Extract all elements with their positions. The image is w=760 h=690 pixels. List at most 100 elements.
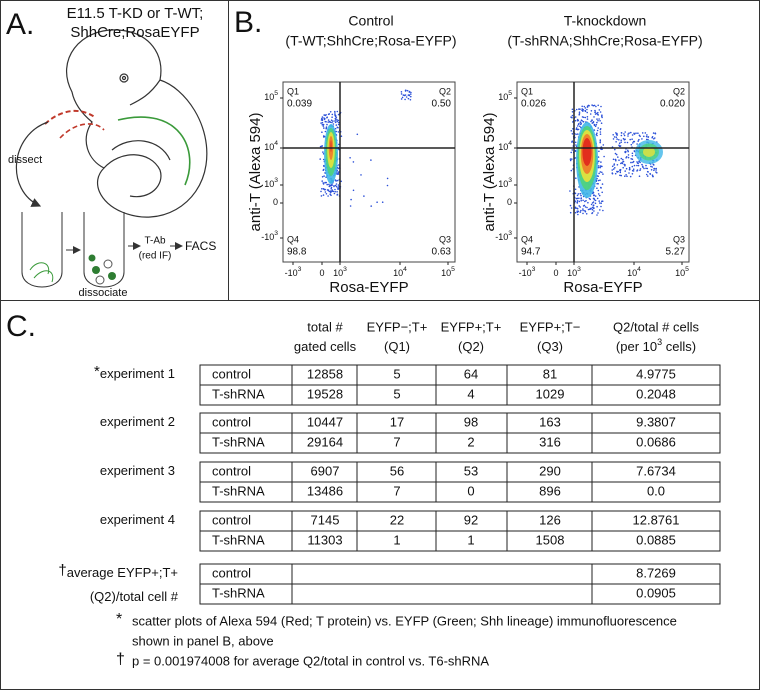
experiment-name: experiment 3 (100, 463, 175, 478)
density-dot (409, 98, 412, 101)
density-dot (625, 150, 627, 153)
table-cell: 12858 (307, 366, 343, 381)
table-cell: 56 (390, 463, 404, 478)
density-dot (644, 132, 647, 134)
x-tick-label: 104 (393, 266, 407, 279)
density-dot (337, 173, 340, 175)
y-axis-label: anti-T (Alexa 594) (481, 113, 498, 232)
density-dot (578, 205, 580, 207)
quadrant-value: 98.8 (287, 247, 307, 258)
density-dot (627, 135, 629, 137)
density-dot (582, 205, 585, 207)
row-group: T-shRNA (212, 483, 265, 498)
density-dot (336, 179, 339, 182)
density-dot (326, 123, 328, 126)
density-dot (646, 167, 649, 170)
experiment-label: experiment 2 (100, 414, 175, 429)
density-dot (569, 159, 572, 162)
footnote-text: p = 0.001974008 for average Q2/total in … (132, 653, 489, 668)
density-dot (576, 211, 579, 214)
density-dot (349, 205, 352, 207)
density-dot (621, 161, 623, 164)
density-dot (336, 194, 339, 196)
table-cell: 0.2048 (636, 386, 676, 401)
density-dot (641, 138, 643, 140)
density-dot (632, 161, 634, 164)
density-dot (586, 108, 588, 111)
density-dot (350, 198, 352, 201)
table-cell: 98 (464, 414, 478, 429)
footnote-marker: * (94, 363, 100, 380)
table-cell: 92 (464, 512, 478, 527)
quadrant-value: 94.7 (521, 247, 541, 258)
table-cell: 29164 (307, 434, 343, 449)
density-dot (602, 144, 605, 146)
density-dot (335, 180, 337, 182)
density-dot (328, 113, 331, 115)
quadrant-value: 0.020 (660, 99, 685, 110)
density-dot (646, 175, 649, 177)
density-dot (631, 169, 634, 172)
density-dot (574, 141, 577, 144)
density-dot (330, 187, 333, 190)
density-dot (626, 175, 628, 178)
density-dot (590, 207, 592, 210)
row-group: control (212, 512, 251, 527)
density-dot (410, 91, 412, 94)
density-dot (376, 201, 378, 203)
table-cell: 81 (543, 366, 557, 381)
quadrant-name: Q2 (673, 86, 685, 96)
y-axis-label: anti-T (Alexa 594) (247, 113, 264, 232)
density-dot (599, 166, 601, 169)
density-core (330, 140, 332, 152)
density-dot (574, 192, 577, 195)
density-dot (332, 123, 335, 125)
density-dot (323, 114, 326, 116)
column-header: EYFP−;T+ (367, 319, 428, 334)
x-tick-label-base: 10 (393, 268, 403, 278)
density-dot (600, 105, 602, 108)
density-dot (636, 161, 638, 163)
table-cell: 4.9775 (636, 366, 676, 381)
density-dot (322, 123, 325, 126)
density-dot (575, 177, 577, 179)
density-dot (590, 203, 593, 206)
quadrant-name: Q1 (521, 86, 533, 96)
density-dot (575, 133, 577, 136)
density-dot (404, 94, 407, 96)
density-dot (653, 164, 655, 166)
density-dot (628, 168, 631, 171)
density-dot (616, 138, 618, 140)
density-dot (651, 166, 653, 168)
row-group: control (212, 414, 251, 429)
density-dot (325, 121, 327, 123)
density-dot (633, 132, 635, 135)
density-dot (650, 169, 653, 171)
density-dot (571, 108, 574, 111)
density-dot (632, 140, 635, 143)
density-dot (577, 213, 579, 216)
y-tick-label: 103 (264, 177, 278, 190)
density-dot (618, 159, 620, 161)
density-dot (337, 167, 340, 170)
density-dot (631, 152, 634, 155)
density-dot (579, 125, 581, 128)
y-tick-label-base: 0 (507, 197, 512, 207)
density-dot (600, 186, 602, 189)
density-dot (638, 175, 641, 177)
density-dot (584, 116, 587, 119)
y-tick-label: 105 (264, 90, 278, 103)
density-dot (602, 173, 604, 175)
density-dot (581, 108, 583, 110)
density-dot (584, 200, 586, 203)
density-dot (625, 167, 628, 170)
density-dot (320, 119, 323, 121)
density-dot (570, 151, 572, 154)
density-dot (581, 120, 583, 122)
panel-a-title: ShhCre;RosaEYFP (70, 24, 199, 41)
density-dot (594, 111, 596, 114)
density-dot (370, 205, 373, 207)
density-dot (601, 183, 604, 185)
density-dot (587, 201, 589, 204)
